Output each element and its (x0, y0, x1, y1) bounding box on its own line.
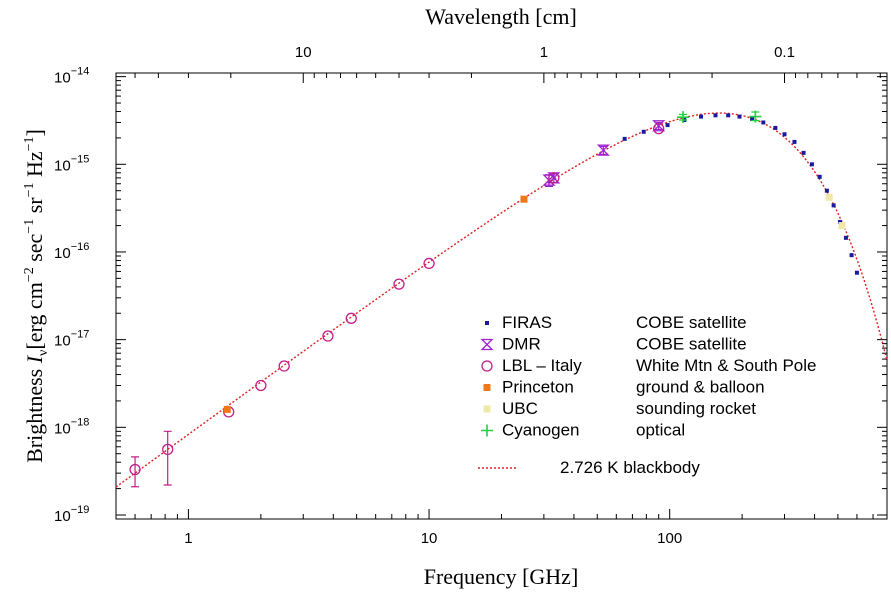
legend-marker-princeton (483, 384, 491, 391)
firas-point (837, 219, 842, 224)
firas-point (761, 120, 766, 125)
lbl-italy-point (393, 278, 405, 290)
princeton-point (520, 195, 528, 203)
dmr-point (596, 144, 610, 156)
y-axis-title-exp2: −1 (22, 219, 37, 234)
y-axis-title-exp1: −2 (22, 267, 37, 282)
x-tick-label: 1 (184, 530, 192, 547)
firas-point (713, 113, 718, 118)
legend-name-princeton: Princeton (502, 378, 574, 397)
firas-point (622, 136, 627, 141)
x-tick-label: 100 (657, 530, 682, 547)
lbl-italy-point (653, 123, 665, 135)
y-tick-label: 10−14 (54, 66, 89, 87)
y-axis-title-symbol: I (22, 354, 47, 364)
plot-frame (115, 72, 888, 520)
firas-point (843, 235, 848, 240)
y-tick-label: 10−16 (54, 241, 89, 262)
firas-point (641, 129, 646, 134)
x-tick-label: 10 (421, 530, 438, 547)
y-axis-title-u3: sr (22, 197, 47, 219)
legend-marker-cyanogen (481, 424, 493, 437)
firas-point (699, 114, 704, 119)
firas-point (665, 123, 670, 128)
firas-point (849, 253, 854, 258)
top-axis-title: Wavelength [cm] (425, 4, 577, 29)
legend-note-ubc: sounding rocket (636, 399, 756, 418)
legend-marker-dmr (480, 338, 494, 351)
blackbody-curve-layer (115, 112, 888, 488)
firas-point (773, 125, 778, 130)
lbl-italy-point (322, 330, 334, 342)
lbl-italy-error-bar (131, 456, 140, 488)
legend: FIRAS COBE satellite DMR COBE satellite LBL … (478, 313, 816, 477)
y-axis-title-close: ] (22, 129, 47, 136)
firas-point (750, 116, 755, 121)
top-tick-label: 0.1 (774, 44, 795, 61)
y-axis-title-exp4: −1 (22, 136, 37, 151)
legend-note-princeton: ground & balloon (636, 378, 765, 397)
firas-point (831, 203, 836, 208)
ubc-point (825, 193, 833, 201)
firas-point (782, 132, 787, 137)
y-tick-label: 10−15 (54, 153, 89, 174)
lbl-italy-point (423, 257, 435, 270)
legend-marker-lbl-italy (481, 360, 493, 372)
lbl-italy-point (129, 463, 141, 476)
top-tick-label: 10 (295, 44, 312, 61)
y-tick-label: 10−17 (54, 329, 89, 350)
y-axis-title-prefix: Brightness (22, 363, 47, 463)
legend-name-lbl-italy: LBL – Italy (502, 356, 582, 375)
firas-point (809, 162, 814, 167)
firas-point (801, 150, 806, 155)
lbl-italy-error-bar (163, 430, 172, 486)
firas-point (726, 113, 731, 118)
legend-note-lbl-italy: White Mtn & South Pole (636, 356, 816, 375)
cyanogen-point (677, 111, 690, 124)
y-axis-title-u4: Hz (22, 151, 47, 182)
firas-point (737, 114, 742, 119)
legend-note-dmr: COBE satellite (636, 335, 747, 354)
data-points-layer (129, 110, 859, 488)
princeton-point (223, 405, 231, 413)
lbl-italy-point (548, 172, 560, 184)
tick-marks (115, 73, 888, 519)
lbl-italy-point (162, 443, 174, 456)
legend-note-firas: COBE satellite (636, 313, 747, 332)
top-tick-label: 1 (540, 44, 548, 61)
y-axis-title: Brightness Iν[erg cm−2 sec−1 sr−1 Hz−1] (22, 129, 51, 463)
ubc-point (838, 222, 846, 230)
y-axis-title-u2: sec (22, 233, 47, 267)
legend-name-ubc: UBC (502, 399, 538, 418)
y-axis-title-symbol-sub: ν (36, 350, 51, 356)
tick-labels-layer: 1 10 100 10 1 0.1 10−19 10−18 10−17 10−16 10−15 10−… (54, 44, 795, 547)
legend-name-blackbody: 2.726 K blackbody (560, 458, 700, 477)
lbl-italy-point (278, 360, 290, 372)
firas-point (824, 188, 829, 193)
y-tick-label: 10−19 (54, 504, 89, 525)
legend-name-cyanogen: Cyanogen (502, 421, 580, 440)
lbl-italy-point (345, 312, 357, 324)
blackbody-curve (115, 112, 888, 488)
y-axis-title-units: [erg cm (22, 282, 47, 349)
legend-name-firas: FIRAS (502, 313, 552, 332)
y-tick-label: 10−18 (54, 416, 89, 437)
legend-marker-firas (485, 321, 489, 325)
legend-marker-ubc (483, 405, 491, 413)
x-axis-title: Frequency [GHz] (424, 564, 579, 589)
firas-point (817, 174, 822, 179)
lbl-italy-point (255, 379, 267, 392)
cyanogen-point (749, 110, 762, 123)
y-axis-title-exp3: −1 (22, 182, 37, 197)
firas-point (854, 270, 859, 275)
legend-name-dmr: DMR (502, 335, 541, 354)
legend-note-cyanogen: optical (636, 421, 685, 440)
firas-point (792, 139, 797, 144)
